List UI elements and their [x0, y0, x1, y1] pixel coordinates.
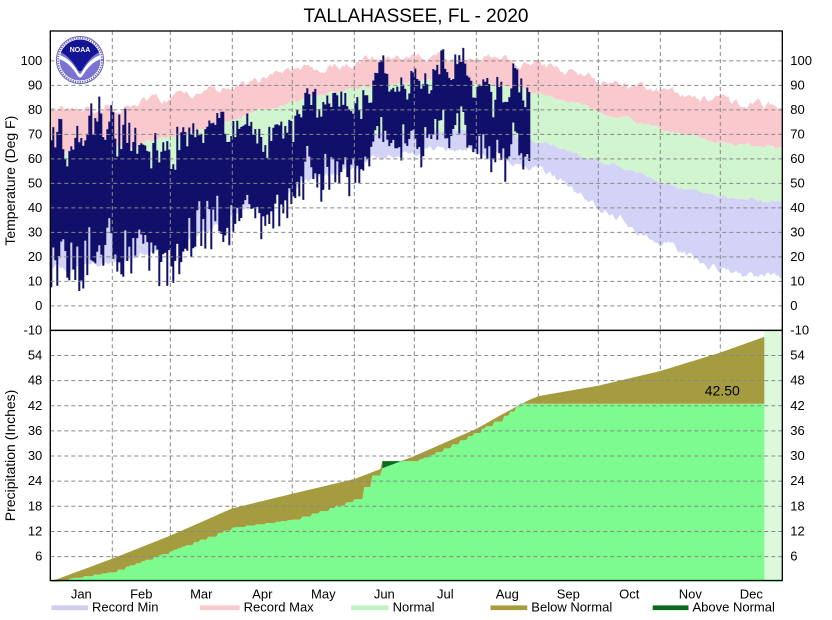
- svg-text:20: 20: [28, 249, 42, 264]
- svg-text:0: 0: [35, 298, 42, 313]
- svg-text:-10: -10: [24, 322, 43, 337]
- svg-text:18: 18: [790, 498, 804, 513]
- svg-text:24: 24: [28, 473, 42, 488]
- svg-text:Record Min: Record Min: [92, 600, 158, 615]
- svg-text:30: 30: [28, 448, 42, 463]
- svg-text:60: 60: [790, 151, 804, 166]
- svg-text:40: 40: [790, 200, 804, 215]
- svg-text:80: 80: [28, 102, 42, 117]
- svg-text:100: 100: [790, 53, 812, 68]
- svg-text:TALLAHASSEE, FL - 2020: TALLAHASSEE, FL - 2020: [304, 6, 529, 27]
- svg-text:Below Normal: Below Normal: [531, 600, 612, 615]
- svg-text:100: 100: [21, 53, 43, 68]
- svg-text:90: 90: [790, 77, 804, 92]
- svg-text:Jul: Jul: [437, 587, 454, 602]
- svg-text:30: 30: [790, 224, 804, 239]
- svg-text:42: 42: [790, 398, 804, 413]
- svg-text:24: 24: [790, 473, 804, 488]
- svg-text:42: 42: [28, 398, 42, 413]
- svg-text:50: 50: [28, 175, 42, 190]
- svg-text:30: 30: [28, 224, 42, 239]
- svg-text:Record Max: Record Max: [244, 600, 315, 615]
- svg-text:Jan: Jan: [71, 587, 92, 602]
- svg-text:12: 12: [28, 523, 42, 538]
- svg-text:90: 90: [28, 77, 42, 92]
- svg-text:Above Normal: Above Normal: [693, 600, 775, 615]
- svg-text:80: 80: [790, 102, 804, 117]
- svg-text:0: 0: [790, 298, 797, 313]
- svg-text:Oct: Oct: [619, 587, 640, 602]
- svg-text:6: 6: [35, 549, 42, 564]
- svg-text:36: 36: [790, 423, 804, 438]
- svg-text:10: 10: [28, 273, 42, 288]
- svg-text:36: 36: [28, 423, 42, 438]
- svg-text:54: 54: [790, 348, 804, 363]
- svg-text:48: 48: [790, 373, 804, 388]
- svg-text:Aug: Aug: [496, 587, 519, 602]
- svg-text:70: 70: [28, 126, 42, 141]
- svg-text:50: 50: [790, 175, 804, 190]
- svg-text:Mar: Mar: [190, 587, 213, 602]
- svg-text:Precipitation (Inches): Precipitation (Inches): [2, 390, 18, 522]
- svg-text:6: 6: [790, 549, 797, 564]
- svg-text:12: 12: [790, 523, 804, 538]
- svg-text:60: 60: [28, 151, 42, 166]
- svg-text:40: 40: [28, 200, 42, 215]
- svg-text:May: May: [311, 587, 336, 602]
- svg-text:70: 70: [790, 126, 804, 141]
- svg-text:NOAA: NOAA: [70, 47, 91, 54]
- svg-text:54: 54: [28, 348, 42, 363]
- svg-text:20: 20: [790, 249, 804, 264]
- svg-text:42.50: 42.50: [705, 383, 740, 399]
- svg-text:18: 18: [28, 498, 42, 513]
- svg-text:Temperature (Deg F): Temperature (Deg F): [2, 116, 18, 246]
- svg-text:10: 10: [790, 273, 804, 288]
- svg-text:-10: -10: [790, 322, 809, 337]
- svg-text:48: 48: [28, 373, 42, 388]
- svg-text:Normal: Normal: [393, 600, 435, 615]
- svg-text:30: 30: [790, 448, 804, 463]
